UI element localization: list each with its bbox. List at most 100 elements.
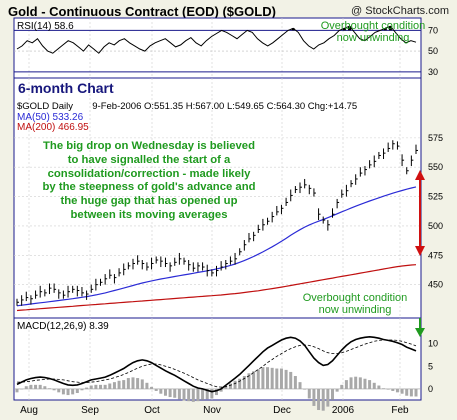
price-annotation-line1: Overbought condition <box>302 292 408 304</box>
info-open: O:551.35 <box>144 101 184 112</box>
price-tick-label: 550 <box>428 162 443 172</box>
macd-histogram-bar <box>382 388 386 389</box>
macd-histogram-bar <box>145 382 149 389</box>
price-tick-label: 575 <box>428 133 443 143</box>
macd-histogram-bar <box>372 382 376 389</box>
macd-histogram-bar <box>363 378 367 389</box>
macd-histogram-bar <box>131 377 135 389</box>
price-annotation: Overbought condition now unwinding <box>290 292 420 316</box>
rsi-tick-label: 50 <box>428 46 438 56</box>
macd-histogram-bar <box>108 383 112 389</box>
macd-histogram-bar <box>252 371 256 389</box>
macd-histogram-bar <box>66 388 70 396</box>
rsi-panel <box>13 17 422 79</box>
info-date: 9-Feb-2006 <box>92 101 142 112</box>
macd-histogram-bar <box>196 388 200 402</box>
macd-histogram-bar <box>326 388 330 407</box>
macd-histogram-bar <box>29 384 33 389</box>
macd-histogram-bar <box>414 388 418 397</box>
macd-histogram-bar <box>163 388 167 396</box>
chart-title: Gold - Continuous Contract (EOD) ($GOLD) <box>8 4 276 19</box>
macd-histogram-bar <box>330 388 334 400</box>
macd-histogram-bar <box>298 382 302 389</box>
macd-histogram-bar <box>85 387 89 389</box>
macd-histogram-bar <box>270 367 274 389</box>
macd-histogram-bar <box>215 388 218 396</box>
macd-histogram-bar <box>38 384 42 389</box>
macd-histogram-bar <box>24 386 28 389</box>
info-high: H:567.00 <box>185 101 225 112</box>
story-line: The big drop on Wednesday is believed <box>43 140 255 152</box>
rsi-label: RSI(14) 58.6 <box>17 21 74 32</box>
macd-histogram-bar <box>293 376 297 389</box>
macd-histogram-bar <box>47 388 51 389</box>
macd-histogram-bar <box>233 380 237 389</box>
macd-histogram-bar <box>303 388 307 390</box>
macd-histogram-bar <box>112 382 116 389</box>
macd-histogram-bar <box>256 369 260 389</box>
macd-histogram-bar <box>89 385 93 389</box>
price-panel <box>13 77 422 319</box>
six-month-label: 6-month Chart <box>18 80 114 96</box>
macd-histogram-bar <box>177 388 181 400</box>
ma200-line <box>16 264 417 312</box>
macd-histogram-bar <box>140 379 144 389</box>
macd-histogram-bar <box>321 388 325 411</box>
macd-histogram-bar <box>122 380 126 389</box>
x-axis-label: Aug <box>20 405 38 416</box>
macd-histogram-bar <box>205 388 209 400</box>
info-symbol: $GOLD Daily <box>17 101 73 112</box>
story-line: consolidation/correction - made likely <box>47 167 251 180</box>
macd-histogram-bar <box>354 376 358 389</box>
macd-histogram-bar <box>335 388 339 392</box>
info-change: Chg:+14.75 <box>307 101 358 112</box>
macd-label: MACD(12,26,9) 8.39 <box>17 321 109 332</box>
macd-histogram-bar <box>224 386 228 389</box>
ma50-label: MA(50) 533.26 <box>17 112 84 123</box>
macd-histogram-bar <box>284 369 288 389</box>
x-axis-label: Nov <box>203 405 221 416</box>
story-line: by the steepness of gold's advance and <box>42 181 256 194</box>
macd-histogram-bar <box>43 386 47 389</box>
rsi-line <box>16 25 417 54</box>
macd-histogram-bar <box>61 388 65 395</box>
macd-histogram-bar <box>266 367 270 389</box>
macd-histogram-bar <box>344 380 348 389</box>
macd-histogram-bar <box>391 388 395 391</box>
macd-histogram-bar <box>349 377 353 389</box>
macd-histogram-bar <box>150 386 154 389</box>
stockcharts-credit[interactable]: @ StockCharts.com <box>351 5 449 17</box>
story-line: to have signalled the start of a <box>67 153 231 166</box>
rsi-tick-label: 70 <box>428 25 438 35</box>
ma-gap-arrow-head-up <box>415 170 425 180</box>
macd-histogram-bar <box>103 384 107 389</box>
macd-histogram-bar <box>400 388 404 394</box>
macd-histogram-bar <box>187 388 191 402</box>
macd-histogram-bar <box>219 388 223 392</box>
macd-histogram-bar <box>191 388 195 402</box>
macd-tick-label: 5 <box>428 361 433 371</box>
macd-histogram-bar <box>71 388 75 395</box>
macd-histogram-bar <box>409 388 413 397</box>
macd-histogram-bar <box>238 378 242 389</box>
story-annotation: The big drop on Wednesday is believed to… <box>24 140 274 223</box>
macd-histogram-bar <box>173 388 177 398</box>
price-tick-label: 475 <box>428 250 443 260</box>
macd-histogram-bar <box>340 384 344 389</box>
macd-histogram-bar <box>312 388 316 406</box>
macd-histogram-bar <box>228 383 232 389</box>
story-line: the huge gap that has opened up <box>60 195 238 208</box>
price-annotation-line2: now unwinding <box>318 304 392 316</box>
price-info-line: $GOLD Daily 9-Feb-2006 O:551.35 H:567.00… <box>17 101 357 112</box>
macd-tick-label: 0 <box>428 384 433 394</box>
rsi-annotation-line2: now unwinding <box>336 32 410 44</box>
macd-histogram-bar <box>261 367 265 389</box>
x-axis-label: Dec <box>273 405 291 416</box>
macd-histogram-bar <box>154 388 158 391</box>
macd-histogram-bar <box>94 384 98 389</box>
ma-gap-arrow-head-down <box>415 246 425 256</box>
macd-histogram-bar <box>377 385 381 389</box>
macd-histogram-bar <box>20 388 24 390</box>
x-axis-label: Sep <box>81 405 99 416</box>
story-line: between its moving averages <box>70 208 228 221</box>
